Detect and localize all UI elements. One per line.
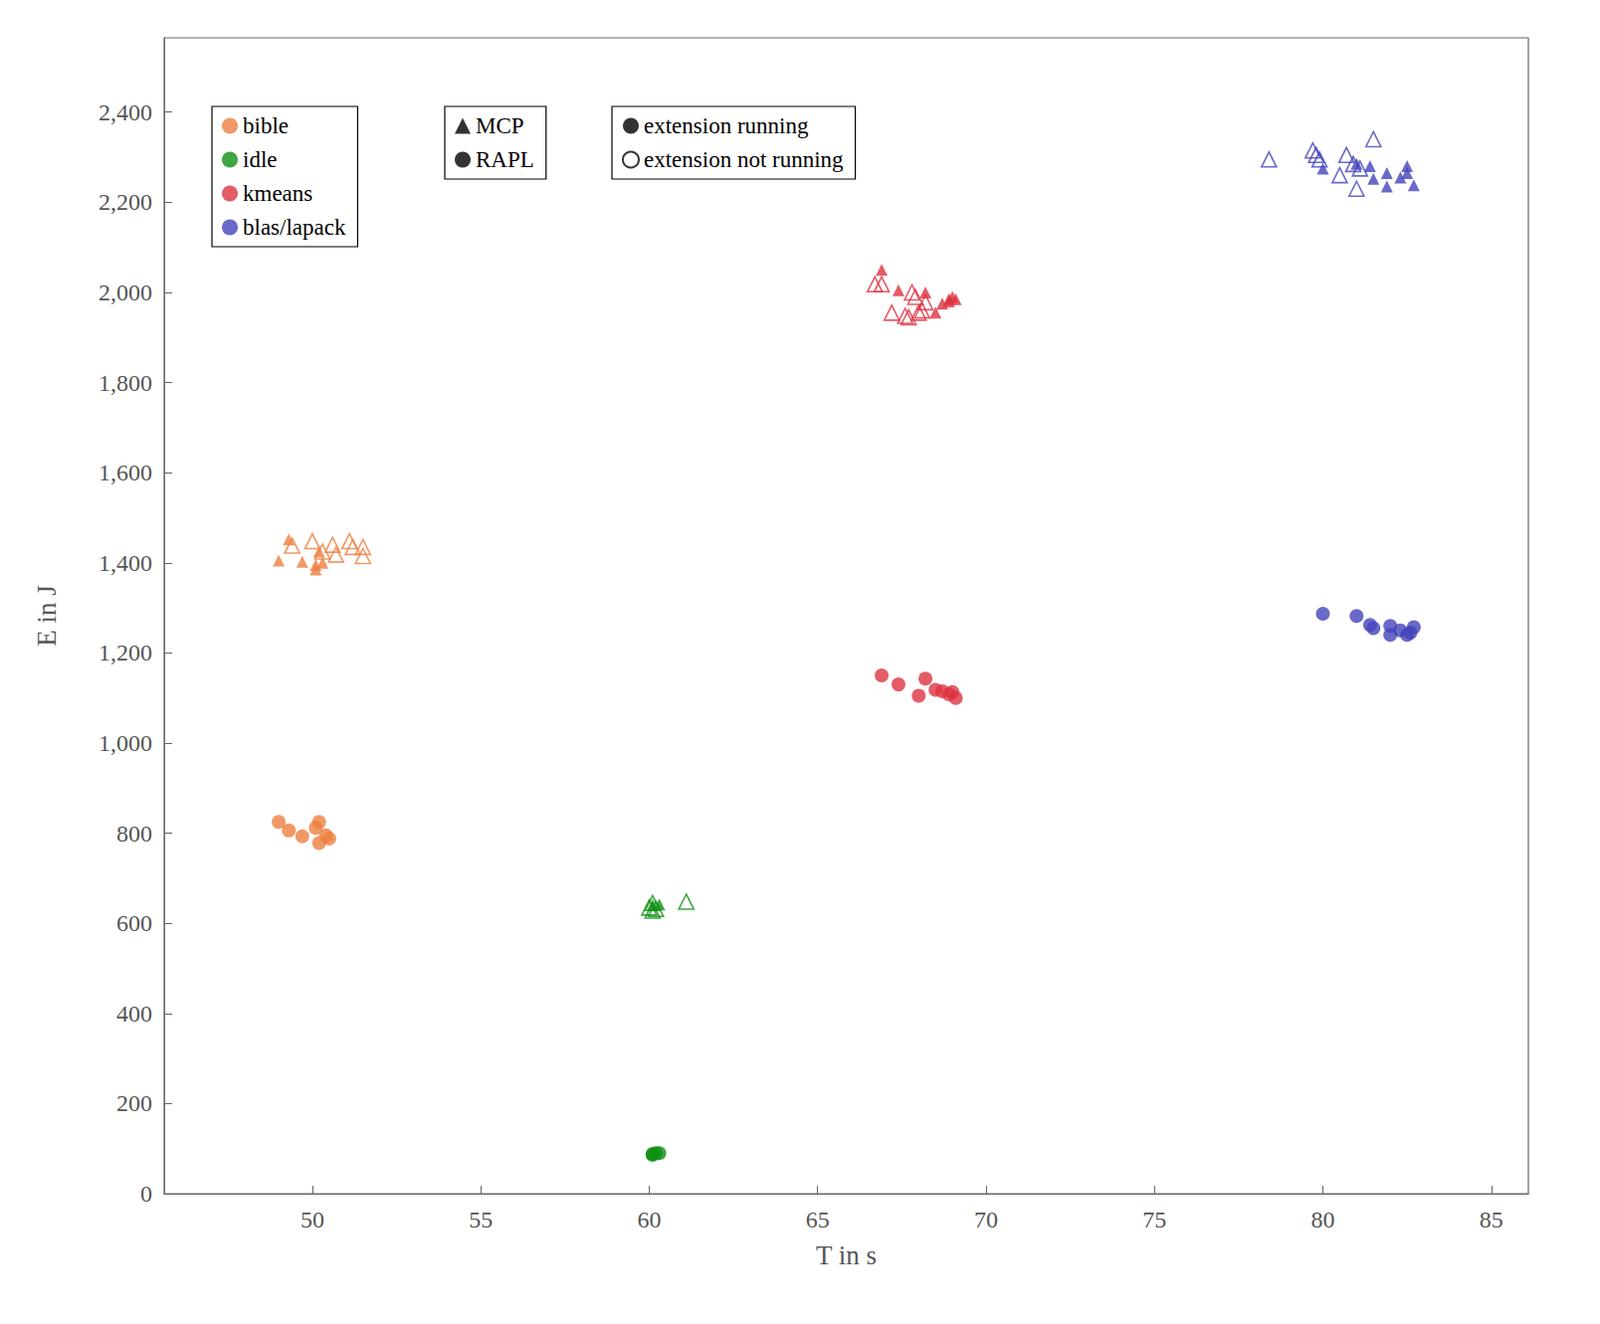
svg-text:T in s: T in s	[815, 1240, 877, 1271]
svg-text:blas/lapack: blas/lapack	[242, 214, 347, 240]
svg-text:200: 200	[116, 1090, 153, 1117]
svg-text:2,200: 2,200	[98, 189, 153, 215]
svg-text:1,000: 1,000	[98, 730, 153, 757]
svg-text:85: 85	[1479, 1206, 1504, 1233]
svg-text:kmeans: kmeans	[242, 181, 313, 206]
svg-text:800: 800	[116, 820, 153, 847]
svg-text:2,000: 2,000	[98, 279, 153, 306]
svg-text:1,800: 1,800	[98, 370, 153, 397]
svg-text:75: 75	[1142, 1206, 1167, 1233]
svg-text:70: 70	[974, 1206, 999, 1233]
svg-text:idle: idle	[242, 147, 278, 173]
svg-text:55: 55	[468, 1206, 493, 1233]
svg-text:bible: bible	[242, 113, 289, 139]
svg-text:RAPL: RAPL	[475, 147, 535, 173]
svg-text:65: 65	[805, 1206, 830, 1233]
svg-text:MCP: MCP	[475, 113, 525, 139]
svg-text:2,400: 2,400	[98, 99, 153, 126]
svg-text:80: 80	[1311, 1206, 1336, 1233]
svg-text:50: 50	[300, 1206, 325, 1233]
svg-text:400: 400	[116, 1000, 153, 1027]
svg-text:600: 600	[116, 910, 153, 937]
svg-text:extension not running: extension not running	[643, 147, 844, 173]
svg-text:1,600: 1,600	[98, 459, 153, 486]
svg-text:1,400: 1,400	[98, 550, 153, 577]
svg-text:60: 60	[636, 1206, 661, 1233]
svg-text:E in J: E in J	[31, 585, 62, 647]
svg-text:extension running: extension running	[643, 113, 809, 139]
svg-text:1,200: 1,200	[98, 639, 153, 666]
svg-text:0: 0	[140, 1181, 153, 1207]
